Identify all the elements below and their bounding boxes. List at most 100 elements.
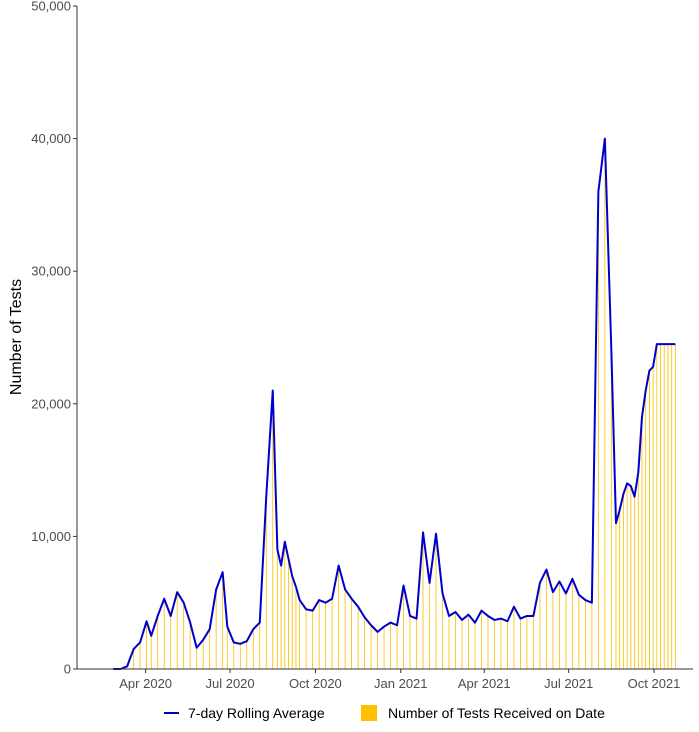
bar-tests-received: [455, 611, 456, 669]
bar-tests-received: [196, 647, 198, 669]
line-layer: [113, 137, 676, 670]
y-tick-label: 20,000: [31, 396, 71, 411]
x-tick-label: Jul 2020: [205, 676, 254, 691]
bar-tests-received: [623, 493, 624, 669]
bar-tests-received: [634, 496, 635, 669]
y-tick-label: 10,000: [31, 529, 71, 544]
legend-label-rolling-average: 7-day Rolling Average: [188, 705, 325, 721]
bar-tests-received: [648, 370, 650, 669]
legend: 7-day Rolling Average Number of Tests Re…: [164, 705, 605, 721]
bar-tests-received: [435, 533, 437, 669]
bar-tests-received: [546, 569, 547, 669]
bar-tests-received: [513, 606, 515, 669]
bar-tests-received: [619, 509, 621, 669]
bar-tests-received: [233, 642, 235, 669]
bar-tests-received: [209, 629, 211, 669]
bar-tests-received: [331, 598, 333, 669]
x-tick-label: Apr 2020: [119, 676, 172, 691]
bar-tests-received: [133, 649, 134, 669]
bar-tests-received: [157, 615, 159, 669]
bar-tests-received: [645, 390, 647, 669]
bar-tests-received: [571, 578, 573, 669]
bar-tests-received: [526, 615, 528, 669]
bar-tests-received: [370, 625, 372, 669]
bar-tests-received: [312, 610, 314, 669]
bar-tests-received: [652, 366, 654, 669]
bar-tests-received: [139, 642, 141, 669]
bar-tests-received: [591, 602, 593, 669]
x-axis-ticks: Apr 2020 Jul 2020 Oct 2020 Jan 2021 Apr 2021…: [119, 669, 680, 691]
y-tick-label: 40,000: [31, 131, 71, 146]
bar-tests-received: [671, 344, 673, 669]
bar-tests-received: [422, 532, 424, 669]
x-tick-label: Jan 2021: [374, 676, 428, 691]
bar-tests-received: [189, 622, 191, 669]
bar-tests-received: [183, 602, 185, 669]
bar-tests-received: [272, 390, 274, 669]
bar-tests-received: [288, 558, 289, 669]
bar-tests-received: [163, 598, 165, 669]
bar-tests-received: [615, 523, 617, 669]
y-axis-title: Number of Tests: [8, 279, 25, 395]
x-tick-label: Apr 2021: [458, 676, 511, 691]
bar-tests-received: [610, 350, 612, 669]
bar-tests-received: [674, 344, 676, 669]
bar-tests-received: [667, 344, 669, 669]
bar-tests-received: [215, 589, 217, 669]
bar-tests-received: [150, 635, 152, 669]
bar-tests-received: [416, 618, 417, 669]
bar-tests-received: [487, 615, 489, 669]
bar-tests-received: [461, 619, 463, 669]
bar-tests-received: [500, 618, 502, 669]
bar-tests-received: [507, 621, 508, 669]
bar-tests-received: [558, 581, 560, 669]
bar-tests-received: [239, 643, 241, 669]
bar-tests-received: [246, 641, 248, 669]
bar-tests-received: [578, 594, 580, 669]
y-tick-label: 0: [64, 662, 71, 677]
bar-tests-received: [226, 626, 228, 669]
x-tick-label: Jul 2021: [544, 676, 593, 691]
bar-tests-received: [364, 617, 365, 669]
bar-tests-received: [403, 585, 404, 669]
bar-tests-received: [641, 417, 643, 669]
bar-tests-received: [357, 606, 359, 669]
legend-label-tests-received: Number of Tests Received on Date: [388, 705, 605, 721]
legend-key-tests-received: [361, 705, 377, 721]
bar-tests-received: [146, 621, 147, 669]
bar-tests-received: [305, 609, 307, 669]
bar-tests-received: [202, 639, 204, 669]
bar-tests-received: [429, 582, 430, 669]
bar-tests-received: [565, 593, 567, 669]
bar-tests-received: [284, 541, 286, 669]
bars-layer: [126, 138, 676, 670]
bar-tests-received: [663, 344, 665, 669]
bar-tests-received: [409, 615, 411, 669]
y-tick-label: 30,000: [31, 264, 71, 279]
bar-tests-received: [299, 600, 301, 669]
bar-tests-received: [630, 486, 632, 669]
bar-tests-received: [259, 622, 261, 669]
bar-tests-received: [520, 618, 521, 669]
x-tick-label: Oct 2020: [289, 676, 342, 691]
bar-tests-received: [637, 472, 639, 669]
bar-tests-received: [442, 593, 443, 669]
x-tick-label: Oct 2021: [628, 676, 681, 691]
bar-tests-received: [597, 191, 599, 669]
bar-tests-received: [468, 614, 469, 669]
bar-tests-received: [494, 619, 495, 669]
bar-tests-received: [126, 666, 128, 669]
bar-tests-received: [377, 631, 378, 669]
bar-tests-received: [338, 565, 340, 669]
bar-tests-received: [176, 592, 178, 669]
series-line-rolling-average: [113, 137, 676, 670]
bar-tests-received: [448, 615, 450, 669]
bar-tests-received: [291, 576, 293, 669]
bar-tests-received: [325, 602, 327, 669]
bar-tests-received: [170, 615, 172, 669]
bar-tests-received: [318, 600, 320, 669]
bar-tests-received: [280, 565, 282, 669]
bar-tests-received: [552, 592, 554, 669]
bar-tests-received: [474, 622, 476, 669]
bar-tests-received: [295, 586, 297, 669]
